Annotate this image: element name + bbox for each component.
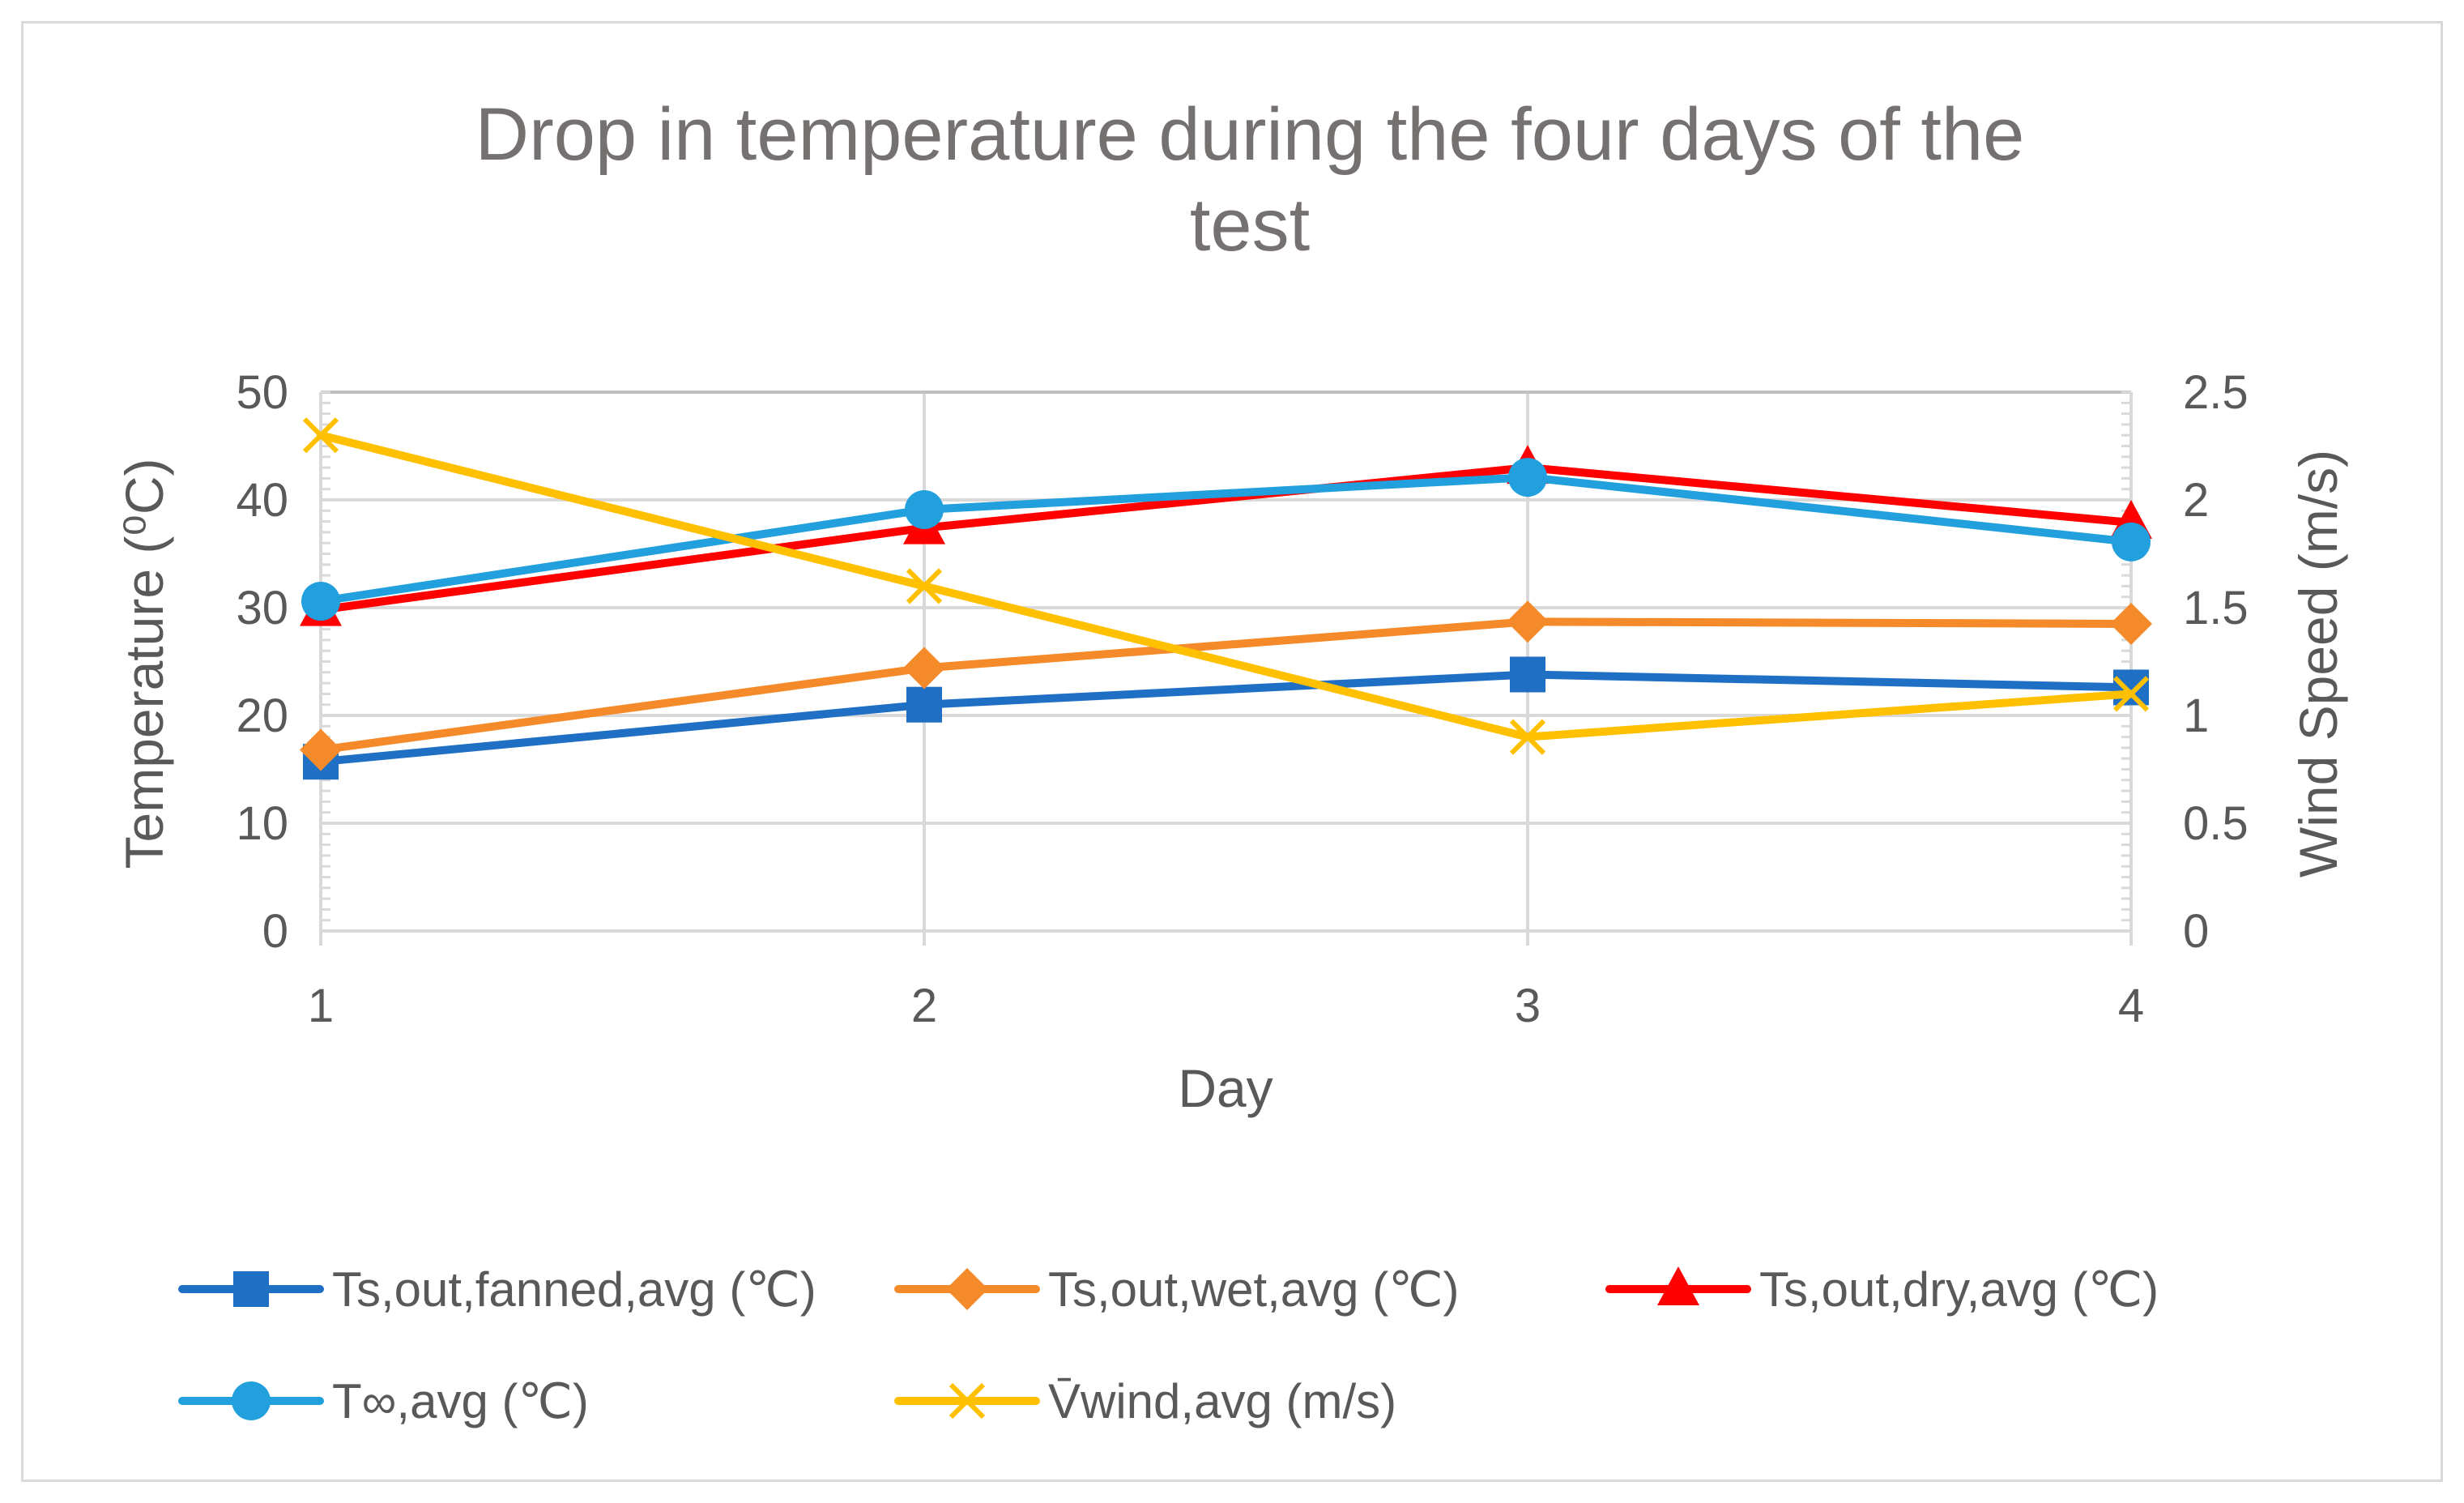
chart-title-line-1: Drop in temperature during the four days…: [475, 93, 2025, 176]
series-1-point: [1510, 656, 1545, 693]
y-tick-label: 0: [262, 905, 288, 958]
x-axis-title: Day: [1178, 1058, 1272, 1118]
series-group: [300, 417, 2152, 780]
series-4-point: [2112, 522, 2151, 561]
marker-stroke: [949, 1382, 986, 1420]
y-axis-title: Temperature (⁰C): [114, 459, 174, 869]
legend-swatch-marker: [232, 1381, 271, 1420]
series-4-line: [317, 473, 2135, 606]
legend: Ts,out,fanned,avg (℃) Ts,out,wet,avg (℃) T…: [178, 1262, 2159, 1428]
series-4-point: [301, 582, 340, 621]
chart-frame: Drop in temperature during the four days…: [21, 21, 2443, 1482]
series-4-point: [905, 489, 944, 529]
axes: [319, 391, 2133, 946]
legend-swatch-marker: [949, 1382, 986, 1420]
legend-item: Ts,out,fanned,avg (℃): [178, 1262, 816, 1317]
x-tick-label: 3: [1515, 980, 1541, 1032]
marker-stroke: [906, 568, 943, 604]
series-4: [301, 458, 2151, 621]
chart-title-line-2: test: [1190, 184, 1310, 267]
series-2-point: [300, 728, 342, 771]
legend-swatch-marker: [946, 1268, 988, 1310]
series-2-point: [2110, 602, 2152, 645]
series-2-point: [903, 647, 945, 690]
series-5: [302, 417, 2150, 755]
y-tick-label: 30: [236, 582, 288, 634]
legend-item: Ts,out,wet,avg (℃): [894, 1262, 1460, 1317]
y2-tick-label: 2.5: [2183, 366, 2249, 419]
y-tick-label: 50: [236, 366, 288, 419]
series-3-line: [317, 463, 2135, 614]
series-1-point: [906, 686, 942, 723]
series-5-point: [2112, 676, 2150, 712]
legend-item: V̄wind,avg (m/s): [894, 1374, 1396, 1428]
legend-label: Ts,out,dry,avg (℃): [1759, 1262, 2159, 1317]
y2-tick-label: 1: [2183, 690, 2209, 742]
y-tick-label: 20: [236, 690, 288, 742]
series-1-line: [317, 670, 2135, 766]
series-1-point: [2113, 669, 2149, 706]
series-5-point: [302, 417, 339, 454]
tick-labels: 0 10 20 30 40 50 0 0.5 1 1.5 2 2.5 1 2 3 4: [236, 366, 2248, 1032]
legend-label: V̄wind,avg (m/s): [1048, 1374, 1396, 1428]
chart-title: Drop in temperature during the four days…: [475, 93, 2025, 267]
series-2-point: [1507, 600, 1549, 643]
x-tick-label: 1: [308, 980, 334, 1032]
marker-stroke: [302, 417, 339, 454]
legend-item: T∞,avg (℃): [178, 1374, 589, 1428]
series-3: [300, 445, 2152, 626]
line-chart: Drop in temperature during the four days…: [114, 93, 2348, 1428]
y-tick-label: 10: [236, 797, 288, 850]
series-5-point: [1509, 719, 1546, 755]
y2-tick-label: 0: [2183, 905, 2209, 958]
marker-stroke: [1509, 719, 1546, 755]
series-2: [300, 600, 2152, 771]
y2-tick-label: 0.5: [2183, 797, 2249, 850]
series-4-point: [1508, 458, 1547, 497]
x-tick-label: 4: [2118, 980, 2144, 1032]
legend-label: T∞,avg (℃): [332, 1374, 589, 1428]
y2-axis-title: Wind Speed (m/s): [2288, 450, 2348, 877]
marker-stroke: [2112, 676, 2150, 712]
x-tick-label: 2: [911, 980, 937, 1032]
y-tick-label: 40: [236, 474, 288, 527]
series-2-line: [317, 617, 2135, 754]
series-1: [303, 656, 2149, 780]
legend-swatch-marker: [1657, 1266, 1699, 1305]
legend-item: Ts,out,dry,avg (℃): [1605, 1262, 2159, 1317]
legend-label: Ts,out,fanned,avg (℃): [332, 1262, 816, 1317]
legend-swatch-marker: [233, 1271, 269, 1307]
series-5-line: [317, 431, 2135, 741]
y2-tick-label: 1.5: [2183, 582, 2249, 634]
legend-label: Ts,out,wet,avg (℃): [1048, 1262, 1460, 1317]
y2-tick-label: 2: [2183, 474, 2209, 527]
series-5-point: [906, 568, 943, 604]
